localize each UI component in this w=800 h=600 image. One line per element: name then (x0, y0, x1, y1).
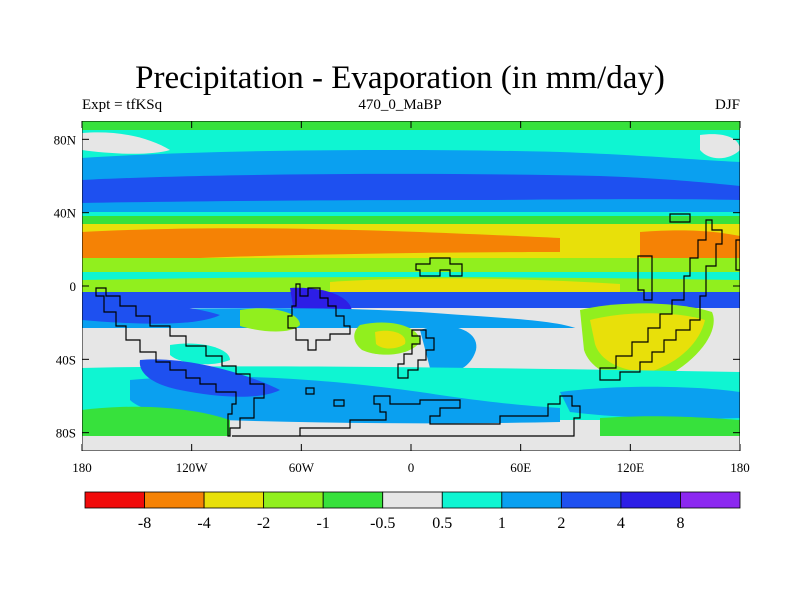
x-tick-label: 180 (730, 460, 750, 475)
band-eq-blue (82, 292, 740, 308)
band-south-polar-grey (82, 436, 740, 451)
colorbar-box (680, 491, 741, 509)
y-tick-label: 0 (70, 279, 77, 294)
band-south-green-e (600, 416, 740, 440)
x-tick-label: 120W (176, 460, 209, 475)
y-tick-label: 80S (56, 426, 76, 441)
south-green-blob-1 (240, 308, 300, 332)
colorbar-box (203, 491, 265, 509)
band-south-blue (139, 359, 280, 397)
band-north-blue (82, 173, 740, 204)
colorbar-label: 0.5 (432, 515, 452, 532)
colorbar-box (560, 491, 622, 509)
colorbar-box (144, 491, 205, 509)
south-yellow-blob-2 (375, 330, 406, 349)
colorbar-label: -2 (257, 515, 270, 532)
y-tick-label: 80N (54, 132, 77, 147)
map-title: Precipitation - Evaporation (in mm/day) (135, 60, 665, 96)
x-tick-label: 180 (72, 460, 92, 475)
band-south-lightblue-2 (560, 386, 740, 419)
x-tick-label: 60W (289, 460, 315, 475)
colorbar-box (322, 491, 384, 509)
colorbar-label: 4 (617, 515, 625, 532)
experiment-label: Expt = tfKSq (82, 97, 163, 113)
season-label: DJF (714, 97, 740, 113)
band-eq-yellow-2 (330, 278, 620, 296)
band-orange-n (82, 228, 560, 264)
colorbar-label: 2 (557, 515, 565, 532)
colorbar-box (382, 491, 443, 509)
south-cyan-blob (170, 343, 230, 365)
south-yellow-blob-3 (590, 313, 705, 372)
north-polar-grey (82, 132, 170, 154)
colorbar-box (84, 491, 145, 509)
colorbar-label: -0.5 (370, 515, 395, 532)
y-tick-label: 40N (54, 206, 77, 221)
x-tick-label: 60E (510, 460, 531, 475)
coastline-pangea (95, 213, 740, 437)
band-cyan-2 (82, 212, 740, 216)
band-green-n (82, 216, 740, 224)
time-label: 470_0_MaBP (358, 97, 442, 113)
north-polar-grey-2 (700, 134, 740, 159)
colorbar-label: 1 (498, 515, 506, 532)
colorbar-label: -1 (317, 515, 330, 532)
colorbar-label: -8 (138, 515, 151, 532)
y-tick-label: 40S (56, 352, 76, 367)
x-tick-label: 120E (617, 460, 645, 475)
colorbar-box (441, 491, 503, 509)
axis-ticks: 180 120W 60W 0 60E 120E 180 80N 40N 0 40S 80S (54, 121, 750, 475)
band-lightgreen-n (82, 258, 740, 275)
x-tick-label: 0 (408, 460, 415, 475)
band-south-grey (82, 328, 740, 372)
colorbar-label: 8 (676, 515, 684, 532)
colorbar-label: -4 (197, 515, 210, 532)
band-south-green (82, 406, 230, 440)
band-north-lightblue-2 (82, 199, 740, 212)
colorbar-box (263, 491, 324, 509)
colorbar-box (501, 491, 562, 509)
colorbar-box (620, 491, 681, 509)
